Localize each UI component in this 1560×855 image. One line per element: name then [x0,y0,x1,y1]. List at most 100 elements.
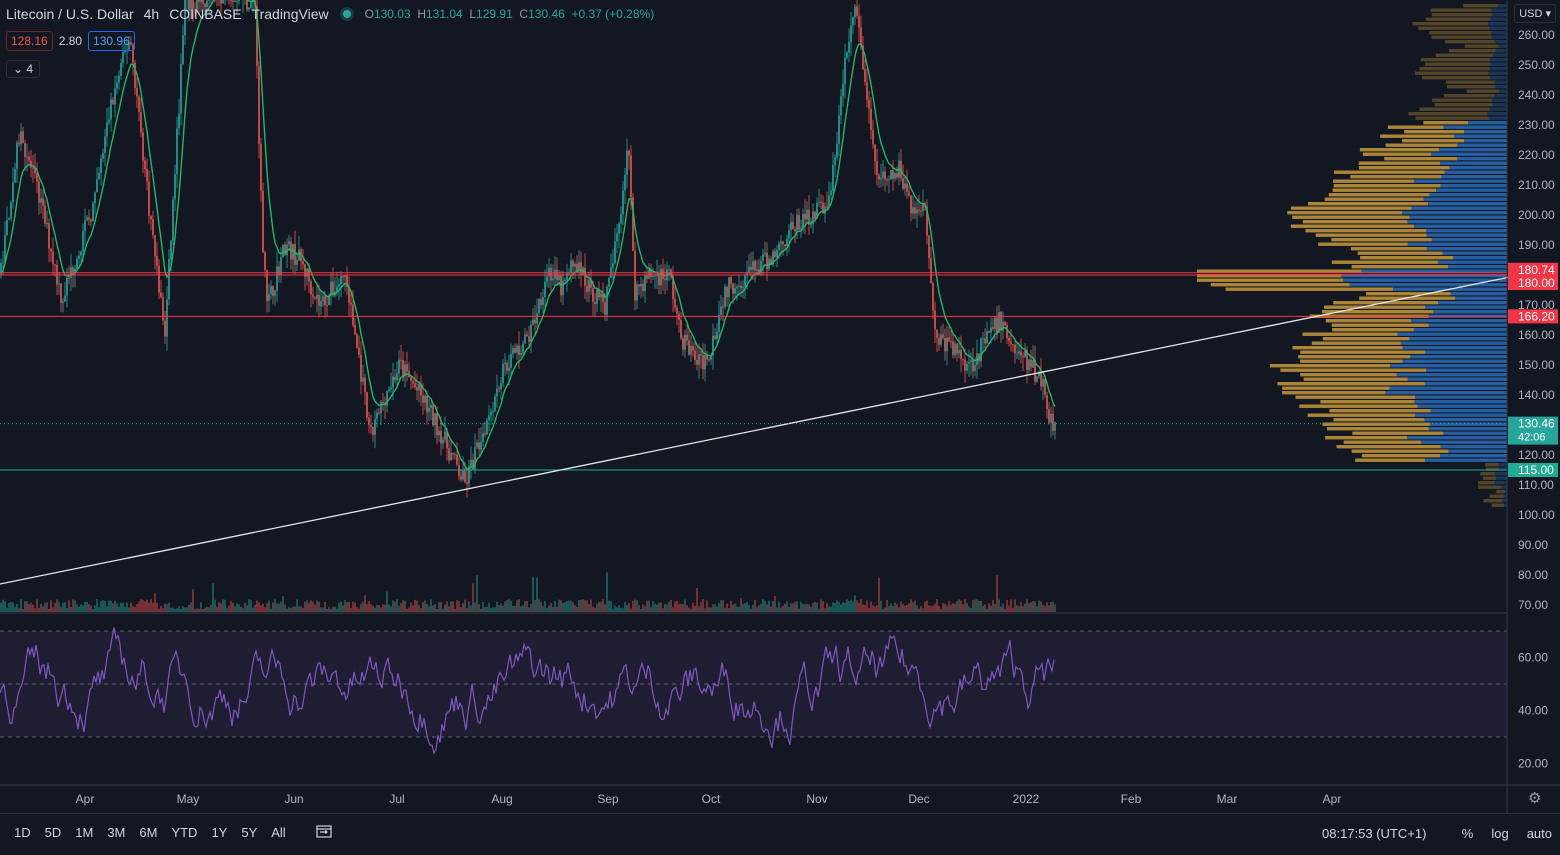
volume-bar [676,600,678,612]
volume-bar [312,601,314,612]
candle-body [874,144,876,162]
volume-profile-bar [1407,220,1507,224]
volume-bar [228,605,230,612]
volume-bar [198,608,200,612]
candle-body [662,268,664,280]
volume-profile-bar [1292,215,1410,219]
volume-bar [320,607,322,612]
candle-body [704,355,706,370]
candle-body [566,273,568,280]
range-all[interactable]: All [271,825,286,840]
range-6m[interactable]: 6M [139,825,158,840]
volume-bar [460,607,462,612]
volume-bar [348,601,350,612]
volume-bar [934,603,936,612]
volume-bar [136,604,138,612]
candle-body [1004,321,1006,326]
volume-profile-bar [1280,368,1427,372]
range-5d[interactable]: 5D [44,825,62,840]
candle-body [572,260,574,267]
date-ranges: 1D 5D 1M 3M 6M YTD 1Y 5Y All [14,825,286,840]
volume-bar [360,603,362,612]
volume-bar [794,601,796,612]
volume-bar [778,601,780,612]
volume-bar [740,597,742,612]
volume-profile-bar [1332,188,1437,192]
volume-bar [356,607,358,612]
volume-bar [522,605,524,612]
volume-bar [432,605,434,612]
volume-profile-bar [1504,490,1507,494]
candle-body [160,292,162,298]
candle-body [918,209,920,211]
candle-body [58,283,60,285]
volume-bar [776,607,778,612]
volume-bar [314,604,316,612]
percent-toggle[interactable]: % [1461,826,1474,841]
log-toggle[interactable]: log [1491,826,1509,841]
volume-bar [118,606,120,612]
candle-body [700,354,702,356]
candle-body [894,173,896,179]
volume-profile-bar [1343,440,1422,444]
volume-profile-bar [1494,472,1507,476]
candle-body [658,274,660,286]
candle-body [508,367,510,371]
volume-bar [126,602,128,612]
currency-select[interactable]: USD ▾ [1514,4,1556,23]
volume-bar [586,600,588,612]
volume-profile-bar [1414,224,1507,228]
volume-profile-bar [1419,107,1490,111]
volume-bar [244,603,246,612]
ask-price[interactable]: 130.96 [88,31,135,51]
candle-body [956,343,958,354]
candle-body [870,108,872,131]
volume-bar [492,607,494,612]
candle-body [52,251,54,265]
candle-body [450,452,452,461]
volume-bar [602,599,604,612]
volume-profile-bar [1488,116,1507,120]
range-ytd[interactable]: YTD [171,825,198,840]
volume-bar [702,599,704,612]
volume-bar [362,601,364,612]
indicators-toggle[interactable]: ⌄ 4 [6,60,41,78]
volume-bar [256,600,258,612]
range-1y[interactable]: 1Y [211,825,228,840]
volume-bar [266,603,268,612]
clock-timezone[interactable]: 08:17:53 (UTC+1) [1322,826,1427,841]
volume-bar [120,602,122,612]
candle-body [1010,341,1012,345]
range-5y[interactable]: 5Y [241,825,258,840]
volume-bar [612,608,614,612]
volume-bar [938,605,940,612]
volume-profile-bar [1498,463,1507,467]
candle-body [8,218,10,220]
candle-body [622,190,624,214]
volume-profile-bar [1408,112,1488,116]
symbol-name[interactable]: Litecoin / U.S. Dollar [6,6,134,22]
volume-bar [20,599,22,612]
range-1d[interactable]: 1D [14,825,31,840]
auto-toggle[interactable]: auto [1526,826,1552,841]
volume-bar [182,606,184,612]
volume-bar [58,601,60,612]
interval[interactable]: 4h [143,6,160,22]
volume-bar [0,602,2,612]
volume-bar [350,608,352,612]
candle-body [978,353,980,362]
volume-bar [828,606,830,612]
volume-profile-bar [1428,202,1507,206]
candle-body [638,284,640,287]
gear-icon[interactable]: ⚙ [1528,790,1542,807]
volume-bar [1026,599,1028,612]
volume-bar [324,601,326,612]
range-1m[interactable]: 1M [75,825,94,840]
volume-bar [272,602,274,612]
bid-price[interactable]: 128.16 [6,31,53,51]
calendar-goto-icon[interactable] [316,824,332,838]
range-3m[interactable]: 3M [107,825,126,840]
candle-body [816,202,818,219]
volume-bar [752,604,754,612]
